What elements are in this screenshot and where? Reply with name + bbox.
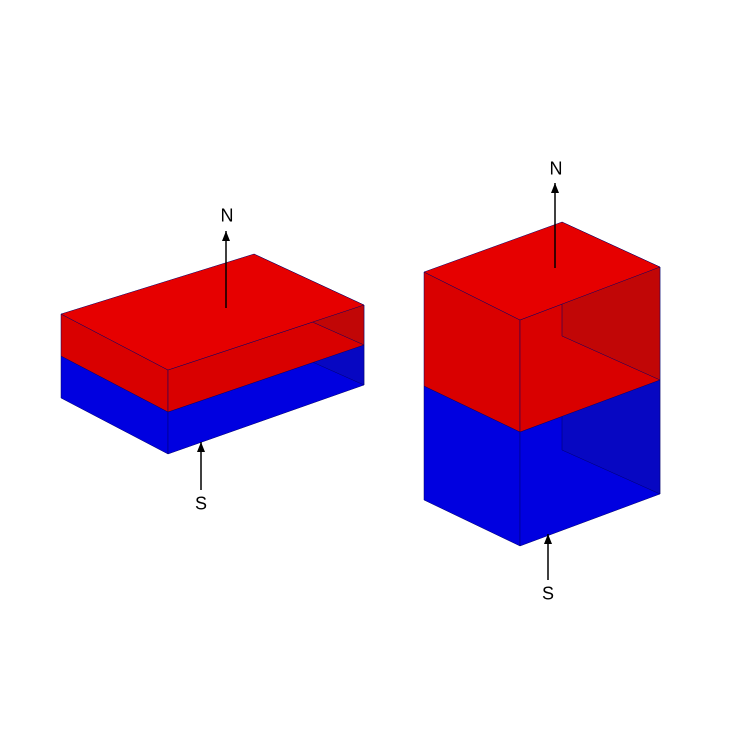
right-magnet (424, 222, 660, 546)
left-magnet (61, 254, 364, 454)
right-magnet-north-label: N (550, 159, 563, 180)
left-magnet-north-label: N (221, 206, 234, 227)
magnet-svg (0, 0, 736, 736)
left-magnet-south-label: S (195, 494, 207, 515)
right-magnet-south-label: S (542, 584, 554, 605)
diagram-stage: N S N S (0, 0, 736, 736)
